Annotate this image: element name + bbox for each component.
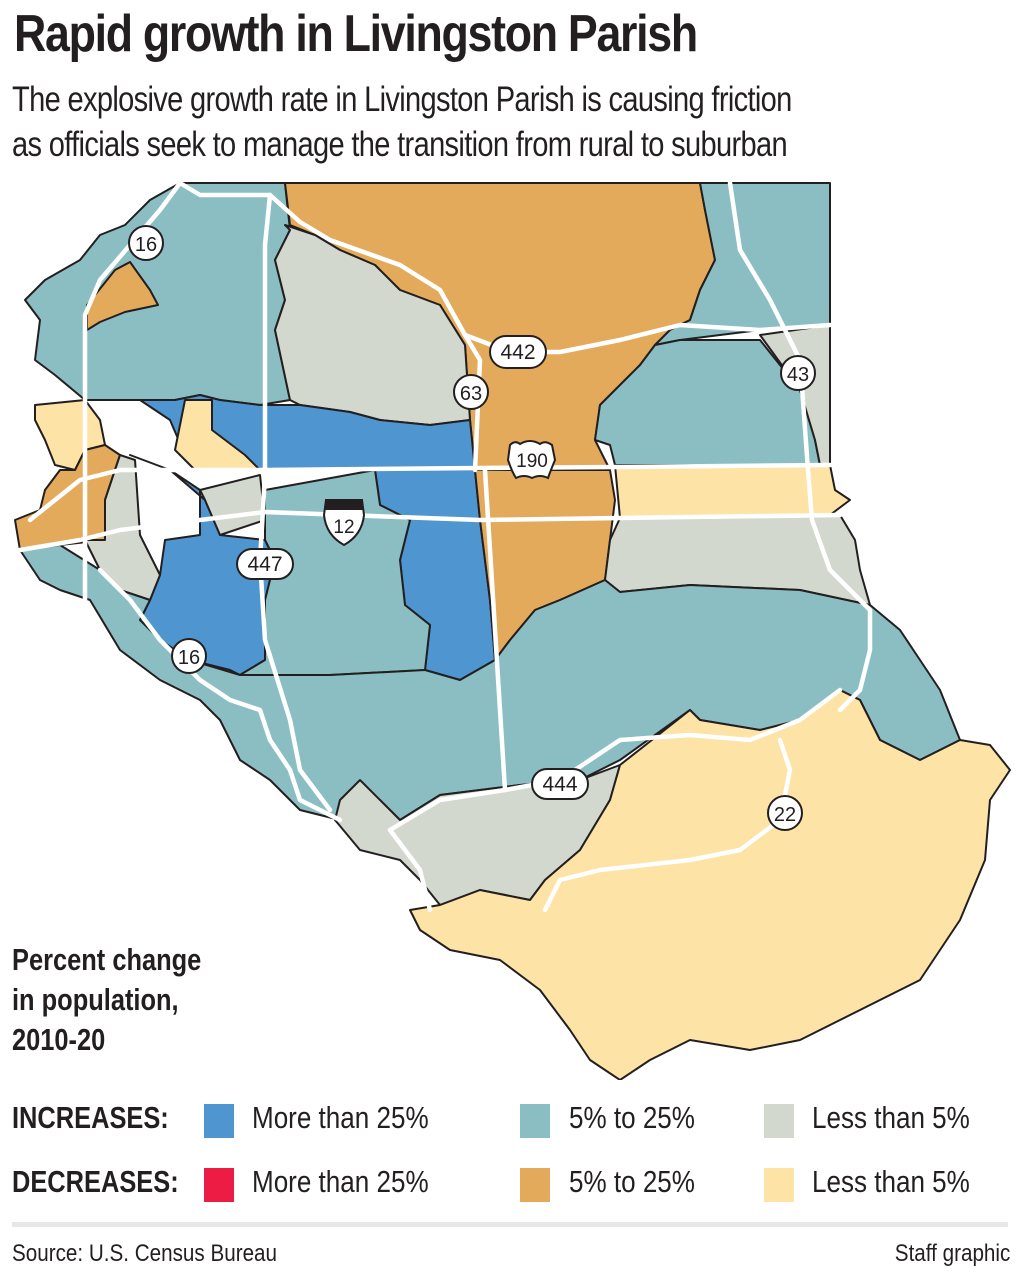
- page-title: Rapid growth in Livingston Parish: [14, 5, 698, 63]
- svg-text:63: 63: [460, 383, 482, 405]
- shield-la-16-north: 16: [128, 225, 164, 261]
- legend-label-dec-high: More than 25%: [252, 1164, 429, 1199]
- legend-heading-decreases: DECREASES:: [12, 1164, 179, 1199]
- legend-label-inc-high: More than 25%: [252, 1100, 429, 1135]
- legend-swatch-dec-low: [764, 1168, 794, 1202]
- subtitle-line-2: as officials seek to manage the transiti…: [12, 125, 788, 164]
- subtitle-line-1: The explosive growth rate in Livingston …: [12, 80, 792, 119]
- legend-label-inc-low: Less than 5%: [812, 1100, 970, 1135]
- legend-row-increases: INCREASES: More than 25% 5% to 25% Less …: [12, 1100, 1012, 1140]
- legend-swatch-inc-low: [764, 1104, 794, 1138]
- credit-note: Staff graphic: [894, 1240, 1010, 1267]
- svg-text:22: 22: [774, 804, 796, 826]
- legend-row-decreases: DECREASES: More than 25% 5% to 25% Less …: [12, 1164, 1012, 1204]
- region-central-yellow: [174, 399, 261, 471]
- region-south-yellow: [409, 689, 1011, 1080]
- svg-text:43: 43: [787, 364, 809, 386]
- shield-la-22: 22: [767, 795, 803, 831]
- parish-map: 16 442 63 43 190 12 447 16 444 22: [14, 180, 1011, 1080]
- svg-text:447: 447: [247, 553, 282, 576]
- legend-label-dec-low: Less than 5%: [812, 1164, 970, 1199]
- legend-title-line-2: in population,: [12, 982, 179, 1017]
- footer-divider: [12, 1222, 1008, 1227]
- legend-swatch-inc-mid: [520, 1104, 550, 1138]
- legend-title-line-3: 2010-20: [12, 1022, 106, 1057]
- shield-la-447: 447: [236, 548, 294, 580]
- svg-text:190: 190: [516, 451, 548, 472]
- legend-swatch-dec-mid: [520, 1168, 550, 1202]
- legend-label-dec-mid: 5% to 25%: [569, 1164, 695, 1199]
- shield-i-12: 12: [322, 499, 366, 547]
- svg-text:442: 442: [500, 341, 535, 364]
- shield-la-444: 444: [531, 768, 589, 800]
- shield-us-190: 190: [506, 440, 557, 480]
- legend-label-inc-mid: 5% to 25%: [569, 1100, 695, 1135]
- svg-text:16: 16: [178, 647, 200, 669]
- shield-la-16-south: 16: [171, 638, 207, 674]
- svg-text:444: 444: [542, 773, 577, 796]
- legend-heading-increases: INCREASES:: [12, 1100, 169, 1135]
- region-east-yellow: [614, 464, 851, 519]
- legend-title: Percent change in population, 2010-20: [12, 940, 201, 1060]
- shield-la-43: 43: [780, 355, 816, 391]
- legend-swatch-dec-high: [204, 1168, 234, 1202]
- svg-text:12: 12: [333, 517, 354, 538]
- shield-la-442: 442: [489, 335, 547, 369]
- shield-la-63: 63: [453, 374, 489, 410]
- legend-title-line-1: Percent change: [12, 942, 202, 977]
- region-ne-teal: [654, 182, 831, 346]
- svg-text:16: 16: [135, 234, 157, 256]
- source-note: Source: U.S. Census Bureau: [12, 1240, 278, 1267]
- legend-swatch-inc-high: [204, 1104, 234, 1138]
